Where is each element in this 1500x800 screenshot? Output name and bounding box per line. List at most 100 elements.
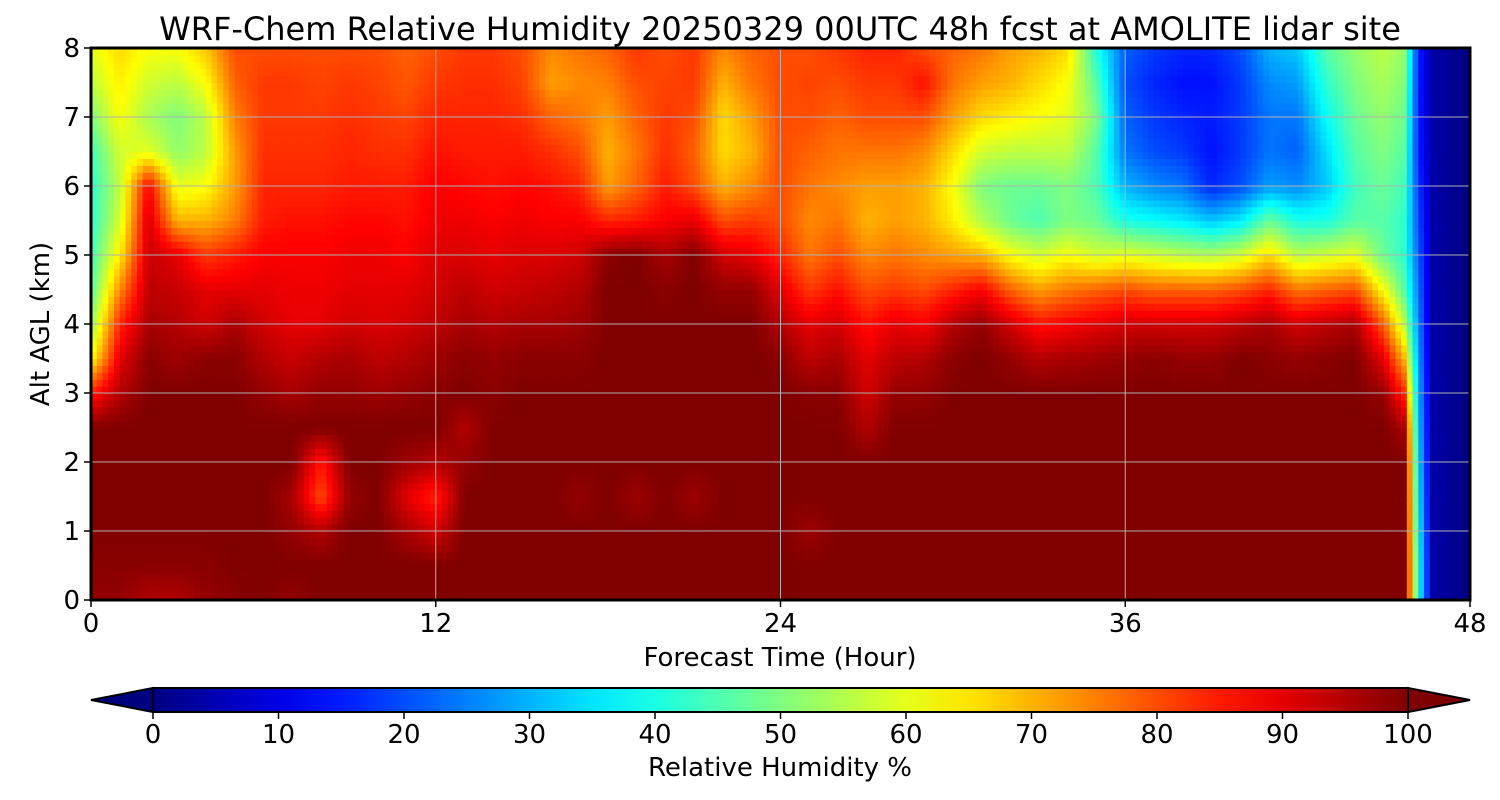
heat-cell [234, 524, 241, 532]
heat-cell [257, 268, 264, 277]
heat-cell [326, 89, 333, 97]
heat-cell [424, 489, 431, 498]
heat-cell [343, 475, 351, 484]
heat-cell [182, 89, 190, 97]
heat-cell [108, 48, 115, 56]
heat-cell [401, 531, 408, 539]
heat-cell [303, 482, 310, 491]
heat-cell [361, 531, 368, 539]
heat-cell [378, 130, 385, 139]
heat-cell [435, 75, 443, 84]
heat-cell [142, 517, 150, 525]
heat-cell [343, 137, 351, 146]
heat-cell [338, 344, 345, 353]
heat-cell [361, 386, 368, 394]
heat-cell [361, 496, 368, 504]
heat-cell [424, 248, 431, 256]
heat-cell [384, 255, 391, 263]
heat-cell [200, 165, 207, 173]
heat-cell [412, 399, 420, 408]
heat-cell [91, 558, 98, 567]
heat-cell [366, 579, 374, 587]
heat-cell [223, 344, 230, 353]
heat-cell [102, 379, 109, 387]
heat-cell [165, 441, 173, 449]
heat-cell [349, 227, 356, 235]
heat-cell [96, 227, 104, 235]
heat-cell [286, 517, 293, 525]
heat-cell [401, 579, 408, 587]
heat-cell [142, 544, 150, 553]
heat-cell [148, 448, 155, 456]
heat-cell [297, 496, 305, 504]
heat-cell [395, 330, 402, 339]
heat-cell [401, 96, 408, 104]
heat-cell [355, 448, 362, 456]
heat-cell [211, 151, 219, 159]
heat-cell [309, 510, 316, 518]
heat-cell [194, 248, 201, 256]
heat-cell [435, 503, 443, 511]
heat-cell [424, 48, 431, 56]
heat-cell [361, 137, 368, 146]
heat-cell [412, 427, 420, 435]
heat-cell [332, 248, 339, 256]
heat-cell [125, 303, 132, 311]
heat-cell [240, 482, 247, 491]
heat-cell [257, 110, 264, 118]
heat-cell [401, 379, 408, 387]
heat-cell [430, 186, 437, 194]
heat-cell [228, 172, 236, 180]
heat-cell [303, 468, 310, 477]
heat-cell [407, 482, 414, 491]
heat-cell [418, 586, 425, 594]
heat-cell [378, 351, 385, 360]
heat-cell [372, 137, 379, 146]
heat-cell [320, 96, 328, 104]
heat-cell [136, 137, 144, 146]
heat-cell [102, 393, 109, 401]
heat-cell [200, 227, 207, 235]
heat-cell [407, 241, 414, 249]
heat-cell [205, 399, 213, 408]
heat-cell [435, 337, 443, 346]
heat-cell [177, 186, 184, 194]
heat-cell [286, 130, 293, 139]
heat-cell [280, 386, 287, 394]
heat-cell [384, 261, 391, 270]
heat-cell [372, 372, 379, 380]
heat-cell [165, 282, 173, 291]
heat-cell [251, 303, 259, 311]
heat-cell [131, 123, 138, 132]
heat-cell [401, 468, 408, 477]
heat-cell [315, 275, 322, 284]
heat-cell [119, 261, 127, 270]
heat-cell [303, 372, 310, 380]
heat-cell [251, 179, 259, 187]
heat-cell [280, 524, 287, 532]
heat-cell [108, 586, 115, 594]
heat-cell [361, 68, 368, 77]
heat-cell [412, 482, 420, 491]
heat-cell [228, 489, 236, 498]
heat-cell [326, 496, 333, 504]
heat-cell [320, 199, 328, 208]
heat-cell [148, 434, 155, 442]
heat-cell [361, 82, 368, 90]
heat-cell [119, 158, 127, 166]
heat-cell [91, 158, 98, 166]
heat-cell [349, 144, 356, 153]
heat-cell [234, 579, 241, 587]
heat-cell [332, 48, 339, 56]
heat-cell [159, 255, 167, 263]
heat-cell [240, 82, 247, 90]
heat-cell [320, 399, 328, 408]
heat-cell [257, 558, 264, 567]
heat-cell [309, 462, 316, 470]
heat-cell [349, 317, 356, 325]
heat-cell [177, 213, 184, 222]
heat-cell [269, 103, 276, 111]
heat-cell [435, 89, 443, 97]
heat-cell [251, 572, 259, 580]
heat-cell [217, 248, 224, 256]
